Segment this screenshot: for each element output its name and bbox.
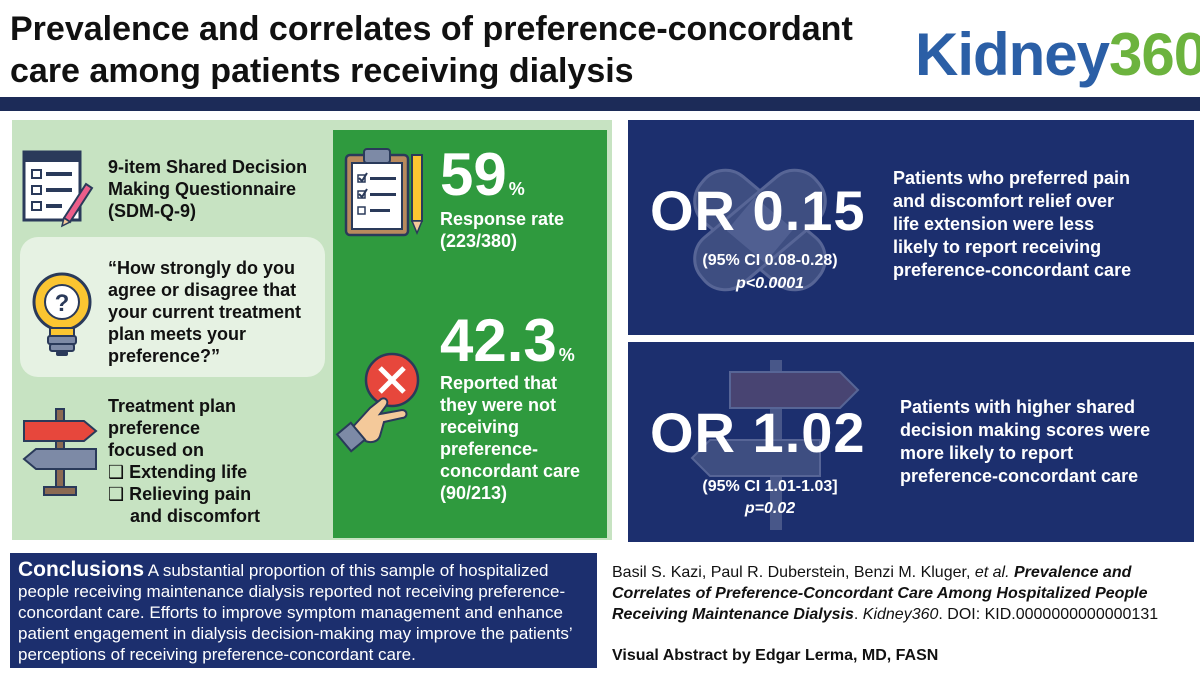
or2-desc-line-4: preference-concordant care	[900, 466, 1139, 486]
preference-option-relieving-pain-cont: and discomfort	[130, 506, 261, 526]
bandage-icon	[693, 168, 827, 292]
odds-ratio-panel-2	[628, 342, 1194, 542]
or2-desc-line-3: more likely to report	[900, 443, 1074, 463]
not-concordant-percent: %	[558, 345, 575, 365]
not-concordant-line-2: they were not	[440, 395, 557, 415]
preference-line-1: Treatment plan	[108, 396, 237, 416]
not-concordant-value: 42.3%	[440, 306, 575, 375]
odds-ratio-1-ci: (95% CI 0.08-0.28)	[702, 252, 838, 269]
response-rate-percent: %	[508, 179, 525, 199]
odds-ratio-panel-1	[628, 120, 1194, 335]
odds-ratio-2-ci: (95% CI 1.01-1.03]	[702, 478, 838, 495]
citation: Basil S. Kazi, Paul R. Duberstein, Benzi…	[612, 562, 1192, 625]
conclusions-body: A substantial proportion of this sample …	[18, 561, 573, 664]
citation-separator: .	[853, 606, 863, 623]
not-concordant-number: 42.3	[440, 307, 557, 374]
odds-ratio-1-value: OR 0.15	[650, 179, 866, 242]
lightbulb-question-icon: ?	[32, 272, 92, 356]
svg-text:?: ?	[55, 290, 70, 317]
response-rate-line-2: (223/380)	[440, 231, 518, 251]
odds-ratio-1-description: Patients who preferred pain and discomfo…	[893, 167, 1131, 282]
or2-desc-line-2: decision making scores were	[900, 420, 1151, 440]
preference-line-2: preference	[108, 418, 201, 438]
preference-text: Treatment plan preference focused on ❑ E…	[108, 395, 260, 527]
not-concordant-line-4: preference-	[440, 439, 539, 459]
or1-desc-line-3: life extension were less	[893, 214, 1095, 234]
clipboard-checklist-icon	[344, 148, 424, 237]
odds-ratio-2-description: Patients with higher shared decision mak…	[900, 396, 1150, 488]
quote-line-2: agree or disagree that	[108, 280, 297, 300]
or1-desc-line-5: preference-concordant care	[893, 260, 1132, 280]
response-rate-number: 59	[440, 141, 507, 208]
direction-sign-icon	[690, 360, 860, 530]
signpost-icon	[22, 408, 98, 496]
or1-desc-line-1: Patients who preferred pain	[893, 168, 1131, 188]
preference-option-extending-life: ❑ Extending life	[108, 462, 248, 482]
citation-etal: et al.	[974, 564, 1010, 581]
odds-ratio-1-p-value: p<0.0001	[735, 275, 805, 292]
response-rate-label: Response rate (223/380)	[440, 208, 564, 252]
logo-part-360: 360	[1109, 21, 1200, 88]
title-line-1: Prevalence and correlates of preference-…	[10, 10, 853, 48]
conclusions-box: Conclusions A substantial proportion of …	[10, 553, 597, 668]
title-line-2: care among patients receiving dialysis	[10, 52, 634, 90]
survey-form-icon	[22, 150, 94, 228]
quote-line-4: plan meets your	[108, 324, 247, 344]
quote-text: “How strongly do you agree or disagree t…	[108, 257, 301, 367]
citation-doi: . DOI: KID.0000000000000131	[938, 606, 1159, 623]
quote-line-3: your current treatment	[108, 302, 302, 322]
not-concordant-label: Reported that they were not receiving pr…	[440, 372, 580, 504]
not-concordant-line-5: concordant care	[440, 461, 581, 481]
or1-desc-line-4: likely to report receiving	[893, 237, 1102, 257]
not-concordant-line-3: receiving	[440, 417, 520, 437]
not-concordant-line-1: Reported that	[440, 373, 557, 393]
header-rule	[0, 97, 1200, 111]
preference-option-relieving-pain: ❑ Relieving pain	[108, 484, 252, 504]
questionnaire-label: 9-item Shared Decision Making Questionna…	[108, 156, 307, 222]
citation-authors: Basil S. Kazi, Paul R. Duberstein, Benzi…	[612, 564, 975, 581]
questionnaire-line-3: (SDM-Q-9)	[108, 201, 196, 221]
citation-journal: Kidney360	[862, 606, 939, 623]
page-title: Prevalence and correlates of preference-…	[10, 8, 900, 92]
not-concordant-line-6: (90/213)	[440, 483, 508, 503]
quote-line-5: preference?”	[108, 346, 221, 366]
questionnaire-line-2: Making Questionnaire	[108, 179, 297, 199]
questionnaire-line-1: 9-item Shared Decision	[108, 157, 308, 177]
quote-line-1: “How strongly do you	[108, 258, 295, 278]
kidney360-logo: Kidney360	[915, 20, 1200, 100]
preference-line-3: focused on	[108, 440, 205, 460]
or2-desc-line-1: Patients with higher shared	[900, 397, 1136, 417]
conclusions-heading: Conclusions	[18, 558, 145, 581]
response-rate-value: 59%	[440, 140, 525, 209]
visual-abstract-credit: Visual Abstract by Edgar Lerma, MD, FASN	[612, 647, 939, 664]
citation-title: Prevalence and Correlates of Preference-…	[612, 564, 1148, 623]
logo-part-kidney: Kidney	[915, 21, 1110, 88]
odds-ratio-2-p-value: p=0.02	[744, 500, 796, 517]
response-rate-line-1: Response rate	[440, 209, 565, 229]
or1-desc-line-2: and discomfort relief over	[893, 191, 1115, 211]
hand-x-icon	[335, 352, 420, 453]
odds-ratio-2-value: OR 1.02	[650, 401, 866, 464]
